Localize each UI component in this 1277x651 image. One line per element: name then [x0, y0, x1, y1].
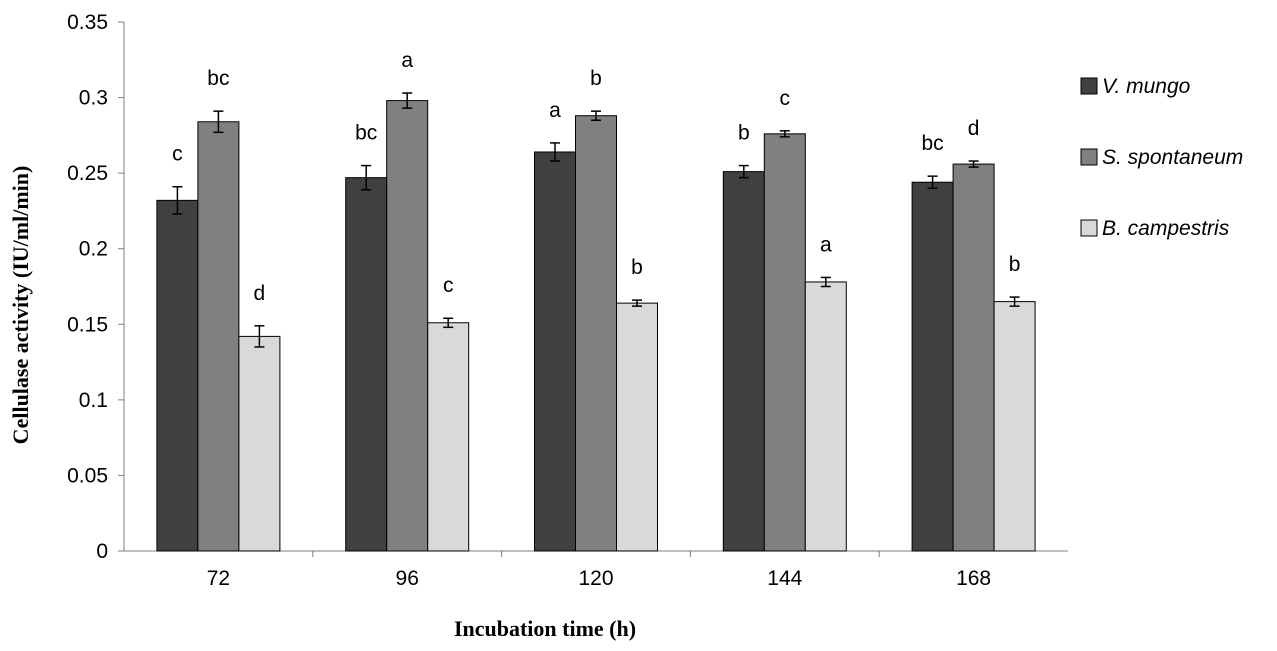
y-tick-label: 0.1	[79, 389, 108, 412]
x-tick-label: 120	[578, 567, 613, 590]
plot-area: 00.050.10.150.20.250.30.3572cbcd96bcac12…	[67, 11, 1068, 590]
significance-label: b	[738, 122, 750, 145]
significance-label: b	[631, 256, 643, 279]
significance-label: bc	[922, 132, 944, 155]
y-tick-label: 0.2	[79, 238, 108, 261]
bar	[911, 181, 954, 552]
significance-label: b	[1009, 253, 1021, 276]
bar	[993, 301, 1036, 552]
bar	[386, 100, 429, 552]
significance-label: bc	[207, 67, 229, 90]
legend-swatch	[1080, 219, 1098, 237]
bar	[197, 121, 240, 552]
significance-label: c	[443, 274, 454, 297]
significance-label: d	[254, 282, 266, 305]
y-axis-title: Cellulase activity (IU/ml/min)	[8, 166, 33, 445]
bar	[722, 171, 765, 552]
x-tick-label: 96	[396, 567, 419, 590]
bar	[427, 322, 470, 552]
significance-label: c	[780, 87, 791, 110]
bar	[345, 177, 388, 552]
y-tick-label: 0.35	[67, 11, 108, 34]
legend: V. mungo S. spontaneum B. campestris	[1080, 75, 1243, 240]
x-tick-label: 144	[767, 567, 802, 590]
bar	[763, 133, 806, 552]
legend-swatch	[1080, 77, 1098, 95]
y-tick-label: 0.25	[67, 162, 108, 185]
significance-label: bc	[355, 122, 377, 145]
bar	[156, 199, 199, 552]
bar	[238, 335, 281, 552]
legend-label: S. spontaneum	[1102, 146, 1243, 169]
x-axis-title: Incubation time (h)	[454, 616, 636, 641]
legend-swatch	[1080, 148, 1098, 166]
legend-label: B. campestris	[1102, 217, 1230, 240]
bar	[534, 151, 576, 552]
x-tick-label: 168	[956, 567, 991, 590]
bar	[804, 281, 847, 552]
significance-label: d	[968, 117, 980, 140]
significance-label: a	[401, 49, 413, 72]
bar	[575, 115, 617, 552]
significance-label: a	[549, 99, 561, 122]
y-tick-label: 0	[96, 540, 108, 563]
y-tick-label: 0.3	[79, 87, 108, 110]
significance-label: b	[590, 67, 602, 90]
bar	[952, 163, 995, 552]
bar	[616, 302, 658, 552]
significance-label: a	[820, 233, 832, 256]
y-tick-label: 0.05	[67, 464, 108, 487]
x-tick-label: 72	[207, 567, 230, 590]
y-tick-label: 0.15	[67, 313, 108, 336]
significance-label: c	[172, 143, 183, 166]
legend-label: V. mungo	[1102, 75, 1191, 98]
